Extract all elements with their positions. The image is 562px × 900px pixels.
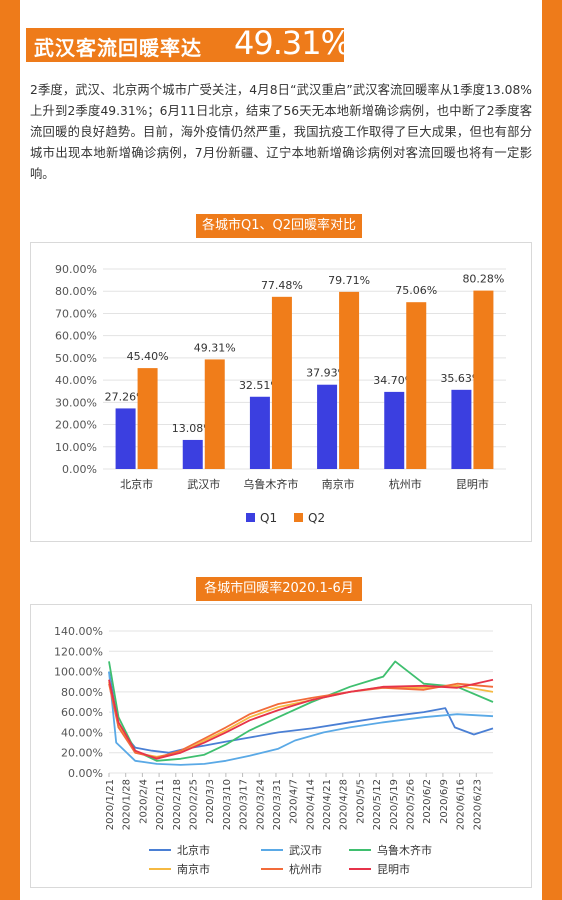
right-accent-bar (542, 0, 562, 900)
line-chart-title: 各城市回暖率2020.1-6月 (196, 577, 362, 601)
line-x-tick-label: 2020/4/7 (289, 779, 300, 824)
bar-data-label: 35.63% (440, 372, 482, 385)
bar-y-tick-label: 50.00% (55, 352, 97, 365)
line-x-tick-label: 2020/3/3 (205, 779, 216, 824)
line-x-tick-label: 2020/2/18 (172, 779, 183, 830)
bar-q2 (473, 290, 494, 469)
bar-q1 (249, 396, 270, 469)
line-chart: 0.00% 20.00% 40.00% 60.00% 80.00% 100.00% 120.… (54, 625, 494, 876)
bar-q2 (204, 359, 225, 469)
line-x-tick-label: 2020/3/17 (239, 779, 250, 830)
line-x-tick-label: 2020/5/12 (372, 779, 383, 830)
line-x-tick-label: 2020/6/9 (439, 779, 450, 824)
bar-data-label: 27.26% (105, 390, 147, 403)
left-accent-bar (0, 0, 20, 900)
legend-label-q1: Q1 (260, 511, 277, 525)
bar-q2 (271, 296, 292, 469)
legend-series-label: 杭州市 (289, 862, 322, 876)
bar-data-label: 34.70% (373, 374, 415, 387)
line-y-tick-label: 140.00% (54, 625, 103, 638)
bar-data-label: 13.08% (172, 422, 214, 435)
bar-chart-title: 各城市Q1、Q2回暖率对比 (196, 214, 362, 238)
line-x-tick-label: 2020/6/2 (422, 779, 433, 824)
series-line (108, 681, 494, 758)
line-x-tick-label: 2020/5/19 (389, 779, 400, 830)
headline-value: 49.31% (234, 24, 351, 62)
line-y-tick-label: 100.00% (54, 666, 103, 679)
bar-y-tick-label: 60.00% (55, 330, 97, 343)
bar-q1 (451, 389, 472, 469)
bar-data-label: 80.28% (462, 273, 504, 286)
bar-y-tick-label: 70.00% (55, 307, 97, 320)
bar-category-label: 乌鲁木齐市 (243, 477, 298, 491)
bar-data-label: 79.71% (328, 274, 370, 287)
line-x-tick-label: 2020/6/16 (456, 779, 467, 830)
line-chart-frame: 0.00% 20.00% 40.00% 60.00% 80.00% 100.00% 120.… (30, 604, 532, 888)
line-x-tick-label: 2020/2/4 (138, 779, 149, 824)
bar-y-tick-label: 30.00% (55, 396, 97, 409)
legend-series-label: 昆明市 (377, 862, 410, 876)
bar-data-label: 49.31% (194, 341, 236, 354)
bar-q1 (182, 439, 203, 469)
line-x-tick-label: 2020/4/21 (322, 779, 333, 830)
bar-y-tick-label: 80.00% (55, 285, 97, 298)
bar-q2 (406, 302, 427, 469)
bar-data-label: 37.93% (306, 367, 348, 380)
bar-q1 (384, 391, 405, 469)
bar-data-label: 77.48% (261, 279, 303, 292)
bar-category-label: 南京市 (322, 477, 355, 491)
bar-chart-frame: 0.00% 10.00% 20.00% 30.00% 40.00% 50.00% 60.00… (30, 242, 532, 542)
bar-data-label: 45.40% (127, 350, 169, 363)
line-y-tick-label: 0.00% (68, 767, 103, 780)
legend-series-label: 武汉市 (289, 843, 322, 857)
intro-paragraph: 2季度，武汉、北京两个城市广受关注，4月8日“武汉重启”武汉客流回暖率从1季度1… (30, 83, 532, 181)
bar-category-label: 武汉市 (187, 477, 220, 491)
bar-q2 (137, 368, 158, 469)
bar-y-tick-label: 0.00% (62, 463, 97, 476)
bar-category-label: 北京市 (120, 477, 153, 491)
bar-data-label: 75.06% (395, 284, 437, 297)
bar-y-tick-label: 20.00% (55, 419, 97, 432)
series-line (108, 678, 494, 760)
bar-category-label: 杭州市 (389, 477, 422, 491)
bar-data-label: 32.51% (239, 379, 281, 392)
headline-banner: 武汉客流回暖率达 49.31% (26, 24, 351, 62)
legend-series-label: 乌鲁木齐市 (377, 843, 432, 857)
series-line (108, 671, 494, 754)
line-x-tick-label: 2020/4/14 (305, 779, 316, 830)
line-x-tick-label: 2020/1/28 (122, 779, 133, 830)
bar-q2 (339, 291, 360, 469)
legend-label-q2: Q2 (308, 511, 325, 525)
line-x-tick-label: 2020/6/23 (472, 779, 483, 830)
bar-q1 (317, 384, 338, 469)
legend-swatch-q1 (246, 513, 255, 522)
legend-series-label: 北京市 (177, 843, 210, 857)
line-y-tick-label: 80.00% (61, 686, 103, 699)
bar-y-tick-label: 90.00% (55, 263, 97, 276)
series-line (108, 682, 494, 759)
line-x-tick-label: 2020/5/5 (355, 779, 366, 824)
line-x-tick-label: 2020/2/25 (188, 779, 199, 830)
line-x-tick-label: 2020/3/31 (272, 779, 283, 830)
line-x-tick-label: 2020/4/28 (339, 779, 350, 830)
bar-y-tick-label: 40.00% (55, 374, 97, 387)
line-x-tick-label: 2020/3/24 (255, 779, 266, 830)
bar-category-label: 昆明市 (456, 477, 489, 491)
series-line (108, 671, 494, 766)
line-x-tick-label: 2020/3/10 (222, 779, 233, 830)
bar-q1 (115, 408, 136, 469)
legend-swatch-q2 (294, 513, 303, 522)
line-x-tick-label: 2020/5/26 (406, 779, 417, 830)
series-line (108, 660, 494, 762)
line-y-tick-label: 40.00% (61, 726, 103, 739)
line-y-tick-label: 60.00% (61, 706, 103, 719)
line-x-tick-label: 2020/2/11 (155, 779, 166, 830)
legend-series-label: 南京市 (177, 862, 210, 876)
bar-chart: 0.00% 10.00% 20.00% 30.00% 40.00% 50.00% 60.00… (55, 263, 506, 525)
line-y-tick-label: 120.00% (54, 645, 103, 658)
headline-text: 武汉客流回暖率达 (34, 36, 202, 60)
bar-y-tick-label: 10.00% (55, 441, 97, 454)
line-y-tick-label: 20.00% (61, 747, 103, 760)
line-x-tick-label: 2020/1/21 (105, 779, 116, 830)
